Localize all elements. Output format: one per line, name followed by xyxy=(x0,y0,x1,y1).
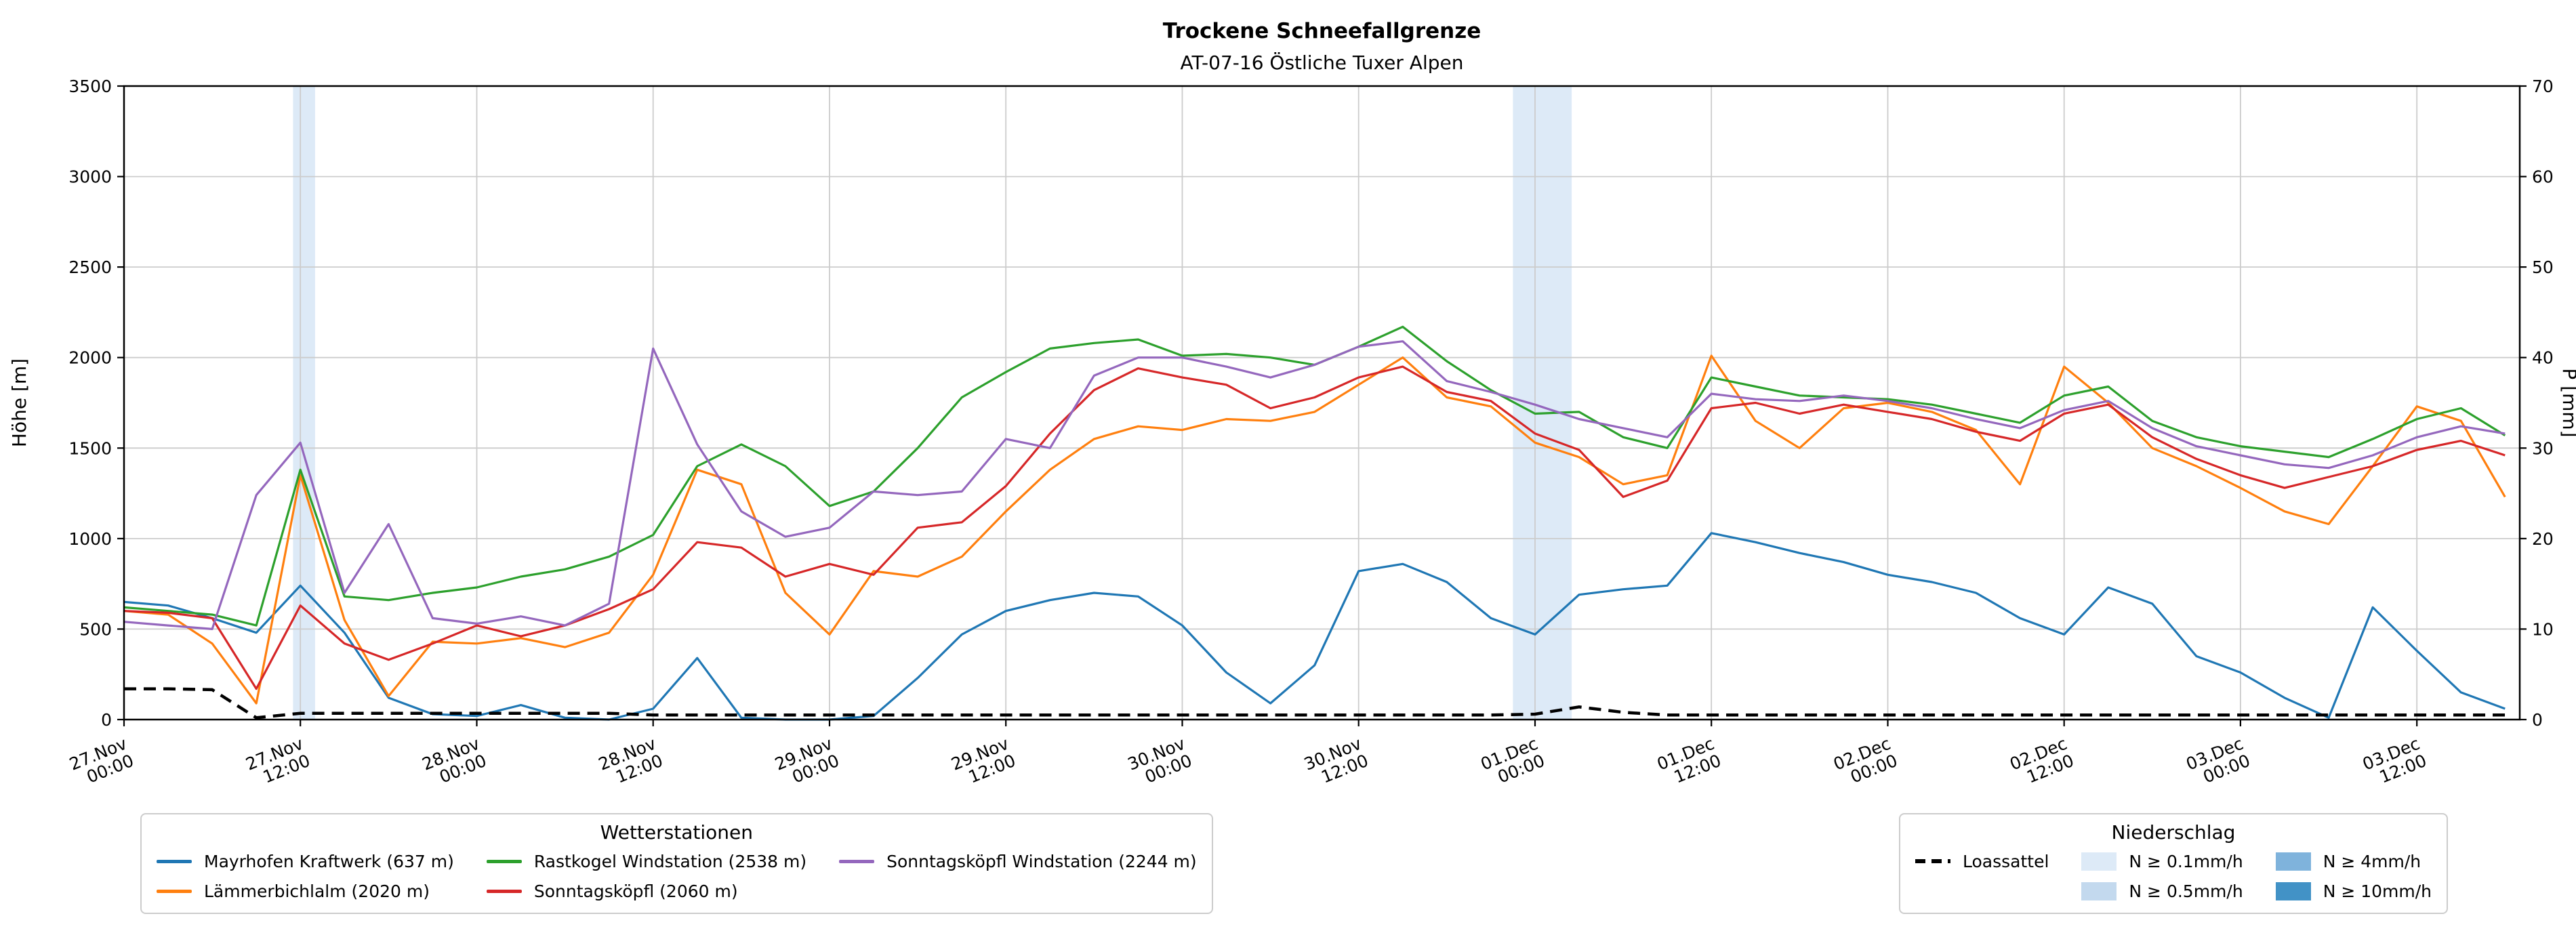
y-left-tick-label: 1500 xyxy=(68,438,112,458)
legend-patch-swatch xyxy=(2275,852,2311,871)
x-tick-label: 30.Nov00:00 xyxy=(1125,734,1195,791)
y-left-tick-label: 2000 xyxy=(68,348,112,368)
legend-item-label: N ≥ 0.1mm/h xyxy=(2129,851,2243,871)
y-left-tick-label: 3500 xyxy=(68,77,112,96)
plot-border xyxy=(123,85,2521,721)
y-right-tick-label: 30 xyxy=(2532,438,2554,458)
y-right-tick-label: 50 xyxy=(2532,257,2554,277)
x-tick-label: 29.Nov12:00 xyxy=(948,734,1018,791)
legend-item: N ≥ 4mm/h xyxy=(2275,850,2432,872)
legend-patch-swatch xyxy=(2275,882,2311,900)
x-tick-label: 28.Nov12:00 xyxy=(596,734,666,791)
legend-line-swatch xyxy=(839,859,875,863)
legend-item-label: N ≥ 4mm/h xyxy=(2323,851,2421,871)
precip-band xyxy=(1513,86,1572,720)
legend-item: N ≥ 10mm/h xyxy=(2275,880,2432,902)
legend-item: Rastkogel Windstation (2538 m) xyxy=(486,850,807,872)
x-tick-label: 02.Dec12:00 xyxy=(2007,734,2077,791)
legend-wetterstationen: Wetterstationen Mayrhofen Kraftwerk (637… xyxy=(140,813,1213,914)
legend-item-label: N ≥ 0.5mm/h xyxy=(2129,881,2243,901)
y-right-tick-label: 0 xyxy=(2532,710,2543,730)
legend-item-label: Sonntagsköpfl Windstation (2244 m) xyxy=(886,851,1197,871)
x-tick-label: 02.Dec00:00 xyxy=(1831,734,1900,791)
y-left-tick-label: 2500 xyxy=(68,257,112,277)
grid-lines xyxy=(123,85,2520,720)
legend-item-label: Sonntagsköpfl (2060 m) xyxy=(533,881,738,901)
axes-ticks: 0 500 1000 1500 2000 2500 3000 3500 0 10 20 30 40 50 6… xyxy=(66,77,2554,791)
legend-item-label: Rastkogel Windstation (2538 m) xyxy=(533,851,807,871)
chart-subtitle: AT-07-16 Östliche Tuxer Alpen xyxy=(1180,51,1464,74)
y-right-tick-label: 40 xyxy=(2532,348,2554,368)
legend-item: Lämmerbichlalm (2020 m) xyxy=(157,880,454,902)
legend-precip-grid: Loassattel N ≥ 0.1mm/h N ≥ 0.5mm/h N ≥ 4mm/… xyxy=(1915,850,2432,902)
legend-patch-swatch xyxy=(2081,852,2117,871)
precip-bands xyxy=(293,86,1572,720)
y-left-tick-label: 1000 xyxy=(68,529,112,549)
series-line-4 xyxy=(123,365,2506,690)
legend-niederschlag: Niederschlag Loassattel N ≥ 0.1mm/h N ≥ 0.… xyxy=(1899,813,2449,914)
legend-item: Mayrhofen Kraftwerk (637 m) xyxy=(157,850,454,872)
legend-item-label: N ≥ 10mm/h xyxy=(2323,881,2432,901)
legend-patch-swatch xyxy=(2081,882,2117,900)
legend-item: Sonntagsköpfl (2060 m) xyxy=(486,880,806,902)
legend-line-swatch xyxy=(486,859,522,863)
x-tick-label: 01.Dec00:00 xyxy=(1478,734,1548,791)
y-right-tick-label: 70 xyxy=(2532,77,2554,96)
y-right-axis-label: P [mm] xyxy=(2558,368,2576,437)
y-left-tick-label: 3000 xyxy=(68,167,112,187)
series-line-1 xyxy=(123,532,2506,721)
x-tick-label: 30.Nov12:00 xyxy=(1301,734,1371,791)
legend-stations-grid: Mayrhofen Kraftwerk (637 m) Lämmerbichlal… xyxy=(157,850,1197,902)
x-tick-label: 27.Nov00:00 xyxy=(66,734,136,791)
legend-item-label: Loassattel xyxy=(1963,851,2049,871)
legend-item-label: Mayrhofen Kraftwerk (637 m) xyxy=(204,851,454,871)
legend-item: N ≥ 0.1mm/h xyxy=(2081,850,2243,872)
x-tick-label: 29.Nov00:00 xyxy=(772,734,842,791)
x-tick-label: 03.Dec00:00 xyxy=(2184,734,2253,791)
y-right-tick-label: 10 xyxy=(2532,619,2554,639)
series-line-5 xyxy=(123,340,2506,631)
legend-line-swatch xyxy=(157,889,192,893)
y-right-tick-label: 60 xyxy=(2532,167,2554,187)
legend-item: N ≥ 0.5mm/h xyxy=(2081,880,2243,902)
x-tick-label: 01.Dec12:00 xyxy=(1654,734,1724,791)
legend-item: Sonntagsköpfl Windstation (2244 m) xyxy=(839,850,1197,872)
series-line-2 xyxy=(123,354,2506,705)
series-line-3 xyxy=(123,325,2506,627)
series-line-6 xyxy=(124,687,2506,720)
y-left-tick-label: 0 xyxy=(101,710,112,730)
legend-line-swatch xyxy=(486,889,522,893)
legend-line-swatch xyxy=(157,859,192,863)
legend-stations-title: Wetterstationen xyxy=(600,821,753,844)
legend-item: Loassattel xyxy=(1915,850,2049,872)
x-tick-label: 28.Nov00:00 xyxy=(420,734,489,791)
precip-band xyxy=(293,86,315,720)
y-left-axis-label: Höhe [m] xyxy=(8,358,30,447)
y-left-tick-label: 500 xyxy=(79,619,112,639)
legend-precip-title: Niederschlag xyxy=(2111,821,2236,844)
x-tick-label: 27.Nov12:00 xyxy=(243,734,312,791)
chart-title: Trockene Schneefallgrenze xyxy=(1162,19,1481,43)
y-right-tick-label: 20 xyxy=(2532,529,2554,549)
legend-item-label: Lämmerbichlalm (2020 m) xyxy=(204,881,430,901)
legend-dashed-line-swatch xyxy=(1915,859,1950,863)
x-tick-label: 03.Dec12:00 xyxy=(2360,734,2430,791)
